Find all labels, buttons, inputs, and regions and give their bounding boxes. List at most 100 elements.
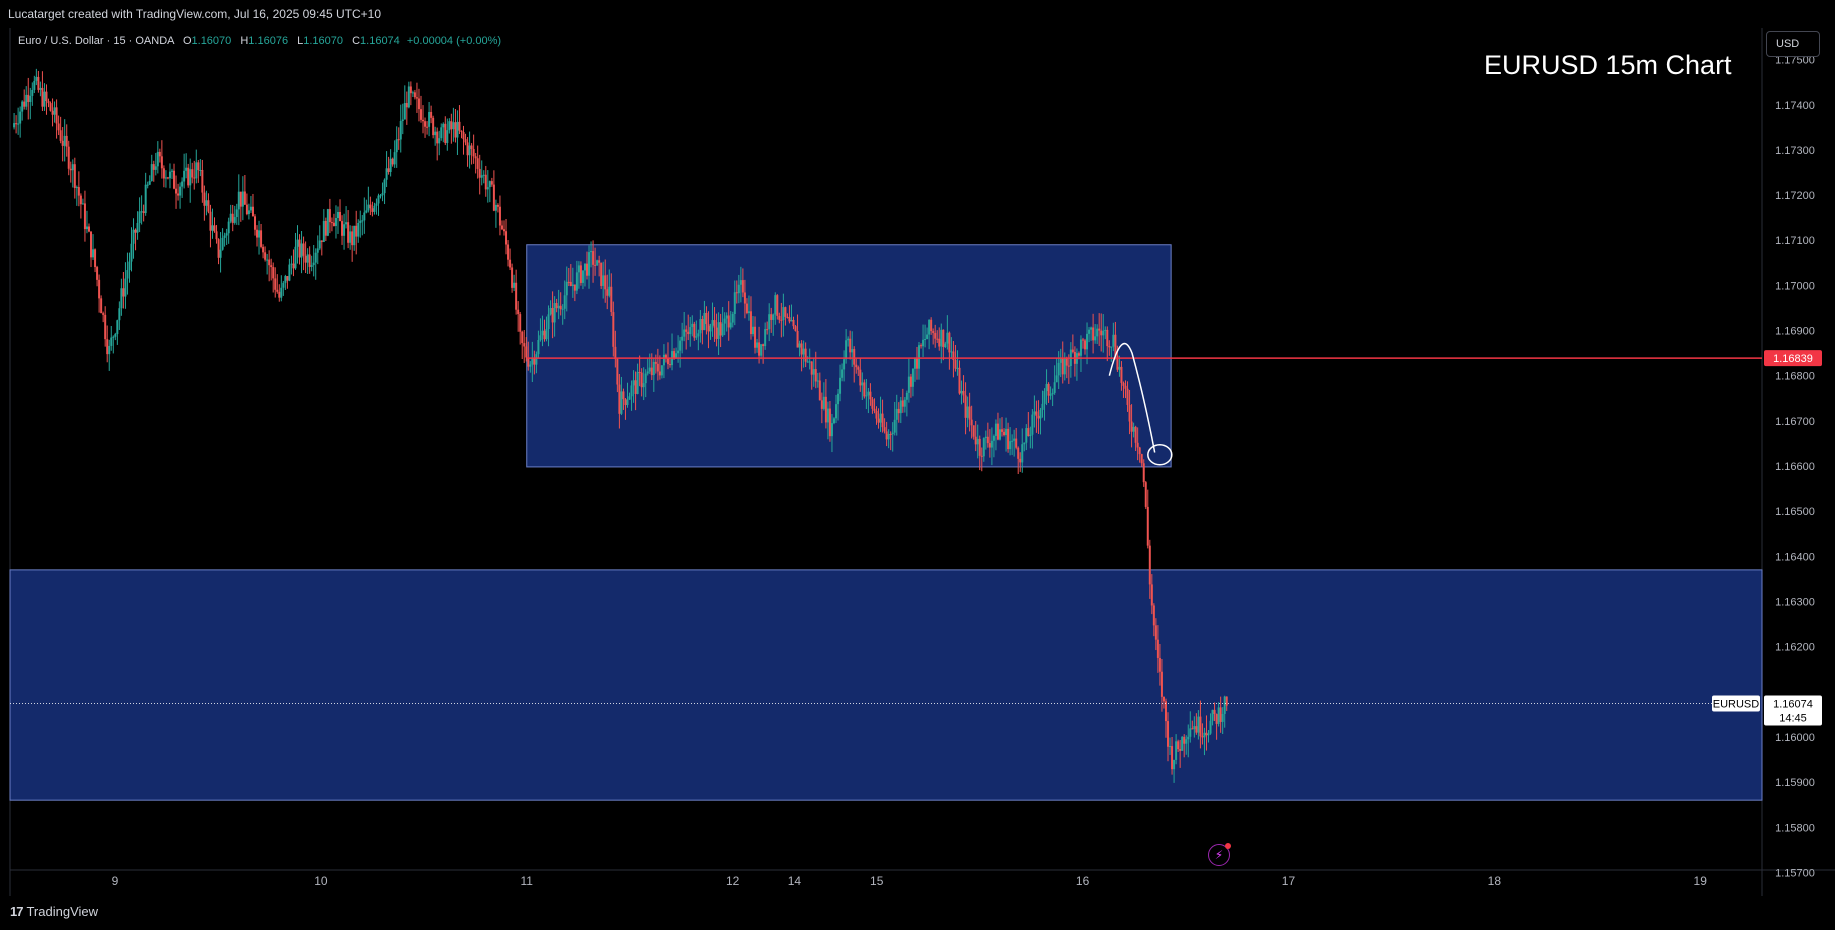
candle-body bbox=[1207, 733, 1210, 736]
candle-body bbox=[1191, 728, 1194, 730]
candle-body bbox=[278, 291, 281, 298]
candle-body bbox=[1193, 726, 1196, 730]
top-bar: Lucatarget created with TradingView.com,… bbox=[0, 0, 1835, 28]
candle-body bbox=[739, 280, 742, 285]
candle-body bbox=[73, 164, 76, 188]
candle-body bbox=[434, 131, 437, 136]
candle-body bbox=[604, 275, 607, 290]
candle-body bbox=[681, 336, 684, 341]
candle-body bbox=[134, 229, 137, 233]
candle-body bbox=[509, 259, 512, 268]
candle-body bbox=[792, 319, 795, 327]
candle-body bbox=[529, 364, 532, 367]
candle-body bbox=[253, 216, 256, 230]
candle-body bbox=[733, 292, 736, 314]
candle-body bbox=[612, 312, 615, 347]
candle-body bbox=[669, 364, 672, 366]
low-value: 1.16070 bbox=[303, 35, 344, 47]
candle-body bbox=[1203, 732, 1206, 738]
candle-body bbox=[55, 107, 58, 124]
candle-body bbox=[496, 204, 499, 207]
candle-body bbox=[861, 382, 864, 386]
candle-body bbox=[466, 142, 469, 156]
candle-body bbox=[984, 436, 987, 439]
candle-body bbox=[318, 240, 321, 249]
candle-body bbox=[462, 132, 465, 140]
candle-body bbox=[606, 289, 609, 296]
candle-body bbox=[486, 187, 489, 190]
candle-body bbox=[869, 391, 872, 400]
candle-body bbox=[640, 372, 643, 388]
candle-body bbox=[614, 346, 617, 360]
candle-body bbox=[735, 292, 738, 294]
candle-body bbox=[411, 92, 414, 94]
candle-body bbox=[1043, 391, 1046, 404]
candle-body bbox=[185, 167, 188, 171]
currency-button[interactable]: USD bbox=[1766, 31, 1820, 57]
candle-body bbox=[1047, 383, 1050, 396]
candle-body bbox=[693, 323, 696, 338]
candle-body bbox=[233, 217, 236, 223]
candle-body bbox=[288, 264, 291, 281]
candle-body bbox=[35, 76, 38, 81]
x-tick-label: 16 bbox=[1076, 874, 1090, 888]
candle-body bbox=[1029, 434, 1032, 437]
candle-body bbox=[715, 327, 718, 339]
candle-body bbox=[826, 408, 829, 423]
candle-body bbox=[982, 438, 985, 457]
candle-body bbox=[648, 367, 651, 372]
candle-body bbox=[796, 330, 799, 348]
candle-body bbox=[660, 365, 663, 376]
y-tick-label: 1.17500 bbox=[1775, 55, 1815, 67]
x-tick-label: 18 bbox=[1488, 874, 1502, 888]
candle-body bbox=[877, 418, 880, 423]
candle-body bbox=[247, 210, 250, 215]
candle-body bbox=[85, 226, 88, 230]
candle-body bbox=[494, 204, 497, 211]
candle-body bbox=[790, 319, 793, 322]
candle-body bbox=[754, 326, 757, 348]
candle-body bbox=[731, 313, 734, 323]
high-label: H bbox=[240, 35, 249, 47]
tradingview-logo[interactable]: 17 TradingView bbox=[10, 904, 98, 919]
candle-body bbox=[21, 101, 24, 112]
candle-body bbox=[260, 230, 263, 247]
candle-body bbox=[970, 419, 973, 426]
candle-body bbox=[841, 369, 844, 378]
candle-body bbox=[132, 229, 135, 244]
lightning-icon[interactable]: ⚡ bbox=[1208, 843, 1231, 866]
symbol-label[interactable]: Euro / U.S. Dollar · 15 · OANDA bbox=[18, 35, 174, 47]
candle-body bbox=[201, 170, 204, 193]
candle-body bbox=[1009, 441, 1012, 450]
candle-body bbox=[1201, 736, 1204, 738]
candle-body bbox=[397, 139, 400, 141]
candle-body bbox=[800, 343, 803, 355]
candle-body bbox=[1088, 329, 1091, 334]
candle-body bbox=[144, 184, 147, 214]
candle-body bbox=[221, 237, 224, 250]
candle-body bbox=[472, 148, 475, 157]
candle-body bbox=[1187, 736, 1190, 740]
candle-body bbox=[758, 342, 761, 356]
candle-body bbox=[1049, 394, 1052, 396]
candle-body bbox=[310, 265, 313, 267]
candle-body bbox=[65, 135, 68, 147]
candle-body bbox=[812, 369, 815, 375]
candle-body bbox=[820, 400, 823, 409]
candle-body bbox=[1090, 327, 1093, 330]
candle-body bbox=[393, 152, 396, 165]
candle-body bbox=[225, 233, 228, 236]
candle-body bbox=[1015, 438, 1018, 448]
credit-text: Lucatarget created with TradingView.com,… bbox=[8, 7, 382, 21]
candle-body bbox=[282, 282, 285, 288]
candle-body bbox=[897, 408, 900, 414]
candle-body bbox=[875, 410, 878, 419]
candle-body bbox=[543, 330, 546, 340]
candle-body bbox=[837, 393, 840, 405]
candle-body bbox=[181, 181, 184, 187]
candle-body bbox=[545, 329, 548, 340]
candle-body bbox=[1144, 482, 1147, 507]
candle-body bbox=[978, 438, 981, 456]
change-value: +0.00004 (+0.00%) bbox=[406, 35, 502, 47]
